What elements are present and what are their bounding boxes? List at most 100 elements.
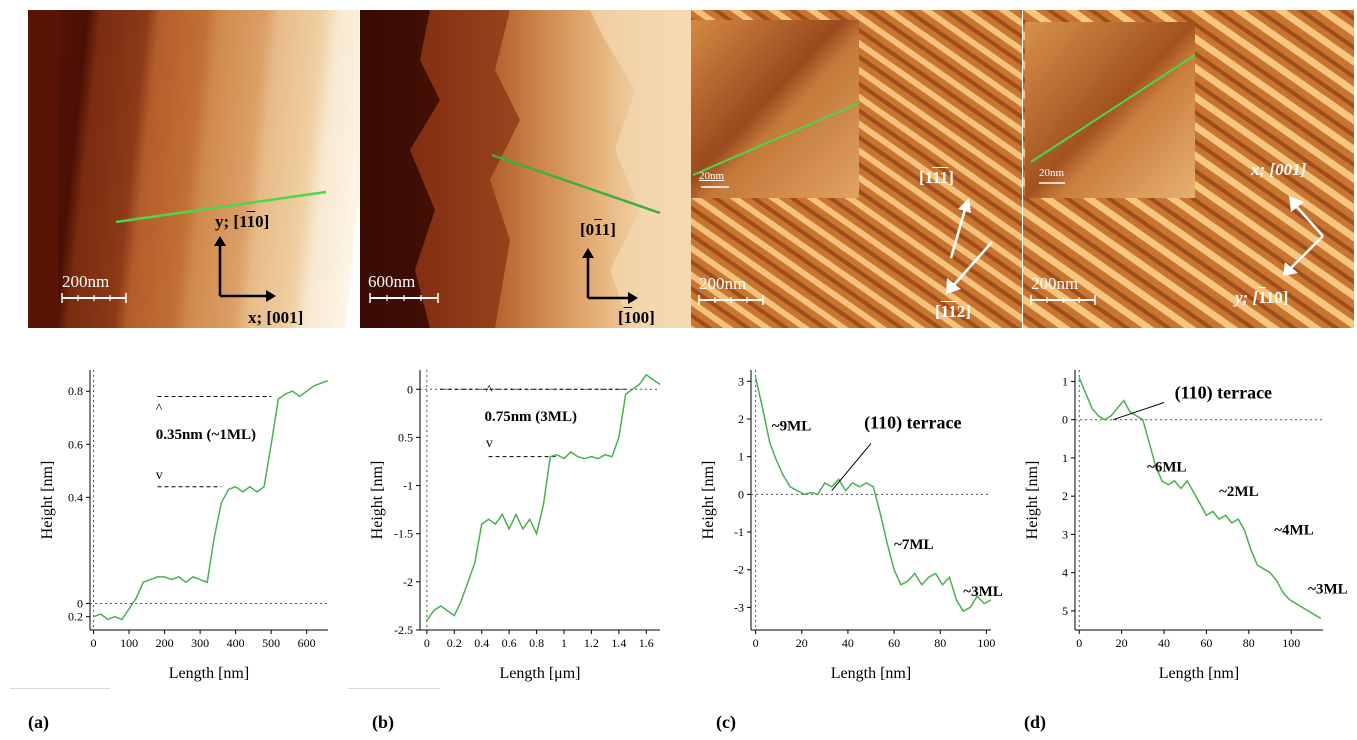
y-tick-label: 4	[1062, 566, 1068, 580]
x-axis-label: Length [nm]	[1159, 665, 1239, 682]
scale-bar-label: 600nm	[368, 272, 416, 291]
data-series-line	[1078, 377, 1322, 620]
y-tick-label: -3	[734, 600, 744, 614]
x-tick-label: 0	[91, 636, 97, 650]
panel-label-b: (b)	[372, 712, 394, 732]
x-tick-label: 1.6	[639, 636, 654, 650]
panel-label-d: (d)	[1024, 712, 1046, 732]
direction-label-right: x; [001]	[248, 308, 304, 327]
x-tick-label: 0.8	[529, 636, 544, 650]
annotation-label: ~3ML	[963, 584, 1002, 600]
annotation-label: 0.75nm (3ML)	[484, 409, 577, 425]
scale-bar-label: 200nm	[62, 272, 110, 291]
y-tick-label: 5	[1062, 604, 1068, 618]
step-arrow: ^	[486, 383, 493, 398]
y-tick-label: 2	[1062, 489, 1068, 503]
direction-label-right: [100]	[618, 308, 655, 327]
direction-label-up: [011]	[580, 220, 616, 239]
annotation-label: ~6ML	[1147, 459, 1186, 475]
x-tick-label: 1.4	[611, 636, 626, 650]
annotation-label: ~9ML	[772, 418, 811, 434]
direction-label-down: y; [110]	[1235, 288, 1289, 307]
x-tick-label: 60	[1200, 636, 1212, 650]
x-tick-label: 0	[1076, 636, 1082, 650]
y-tick-label: 1	[738, 450, 744, 464]
y-axis-label: Height [nm]	[700, 461, 717, 540]
y-tick-label: -2	[403, 575, 413, 589]
y-tick-label: 1	[1062, 374, 1068, 388]
x-tick-label: 0.2	[447, 636, 462, 650]
step-arrow: v	[156, 468, 163, 483]
x-tick-label: 80	[1243, 636, 1255, 650]
direction-label-down: [112]	[935, 302, 971, 321]
step-arrow: ^	[156, 401, 163, 416]
y-tick-label: 0.4	[68, 490, 83, 504]
x-tick-label: 1	[561, 636, 567, 650]
data-series-line	[426, 373, 661, 621]
stm-image-a: 200nm y; [110] x; [001]	[28, 10, 359, 328]
y-tick-label: 0.6	[68, 437, 83, 451]
height-profile-d: 0 20 40 60 80 100 1 0 1 2 3 4 5 Length [nm] Height [nm…	[1023, 362, 1348, 692]
x-tick-label: 1.2	[584, 636, 599, 650]
x-tick-label: 60	[888, 636, 900, 650]
step-arrow: v	[486, 436, 493, 451]
data-series-line	[754, 377, 992, 613]
inset-scale-bar-label: 20nm	[699, 170, 725, 182]
y-tick-label: 0.2	[68, 610, 83, 624]
height-profile-b: 0 0.2 0.4 0.6 0.8 1 1.2 1.4 1.6 0 0.5 -1 -1.5 -2 -2.5 L…	[360, 362, 680, 692]
y-tick-label: 0	[407, 382, 413, 396]
x-tick-label: 80	[934, 636, 946, 650]
x-tick-label: 0.6	[502, 636, 517, 650]
y-tick-label: 3	[1062, 527, 1068, 541]
annotation-label: ~2ML	[1219, 484, 1258, 500]
height-profile-a: 0 100 200 300 400 500 600 0.2 0 0.4 0.6 0.8 Length […	[28, 362, 348, 692]
y-tick-label: 0	[738, 487, 744, 501]
x-tick-label: 500	[262, 636, 280, 650]
y-tick-label: 1	[1062, 451, 1068, 465]
direction-label-up: y; [110]	[215, 212, 270, 231]
x-axis-label: Length [nm]	[831, 665, 911, 682]
direction-label-up: [111]	[919, 168, 954, 187]
annotation-label: 0.35nm (~1ML)	[156, 427, 256, 443]
y-tick-label: -1	[734, 525, 744, 539]
x-tick-label: 300	[191, 636, 209, 650]
x-tick-label: 100	[977, 636, 995, 650]
annotation-leader	[1112, 402, 1165, 421]
profile-line	[491, 153, 661, 215]
annotation-leader	[831, 443, 872, 491]
annotation-label: (110) terrace	[864, 412, 961, 433]
data-series-line	[93, 379, 329, 621]
x-tick-label: 0.4	[474, 636, 489, 650]
y-axis-label: Height [nm]	[369, 461, 386, 540]
y-tick-label: 0	[1062, 413, 1068, 427]
y-tick-label: 0.8	[68, 384, 83, 398]
x-tick-label: 100	[1282, 636, 1300, 650]
annotation-label: ~3ML	[1308, 582, 1347, 598]
x-axis-label: Length [nm]	[169, 665, 249, 682]
x-tick-label: 400	[227, 636, 245, 650]
x-tick-label: 0	[424, 636, 430, 650]
panel-label-c: (c)	[716, 712, 736, 732]
stm-image-d: 20nm 200nm x; [001] y; [110]	[1023, 10, 1354, 328]
x-tick-label: 0	[753, 636, 759, 650]
inset-scale-bar-label: 20nm	[1039, 167, 1065, 179]
scale-bar-label: 200nm	[699, 274, 747, 293]
y-axis-label: Height [nm]	[39, 461, 56, 540]
y-tick-label: 0.5	[398, 430, 413, 444]
annotation-label: ~4ML	[1274, 522, 1313, 538]
direction-label-up: x; [001]	[1251, 160, 1307, 179]
x-tick-label: 200	[156, 636, 174, 650]
scale-bar-label: 200nm	[1031, 274, 1079, 293]
stm-image-b: 600nm [011] [100]	[360, 10, 691, 328]
x-tick-label: 20	[796, 636, 808, 650]
x-tick-label: 600	[298, 636, 316, 650]
x-tick-label: 20	[1116, 636, 1128, 650]
y-axis-label: Height [nm]	[1024, 461, 1041, 540]
separator	[10, 688, 110, 689]
x-tick-label: 100	[120, 636, 138, 650]
profile-line	[115, 190, 327, 224]
y-tick-label: 2	[738, 412, 744, 426]
annotation-label: ~7ML	[894, 537, 933, 553]
separator	[348, 688, 440, 689]
annotation-label: (110) terrace	[1175, 383, 1272, 404]
